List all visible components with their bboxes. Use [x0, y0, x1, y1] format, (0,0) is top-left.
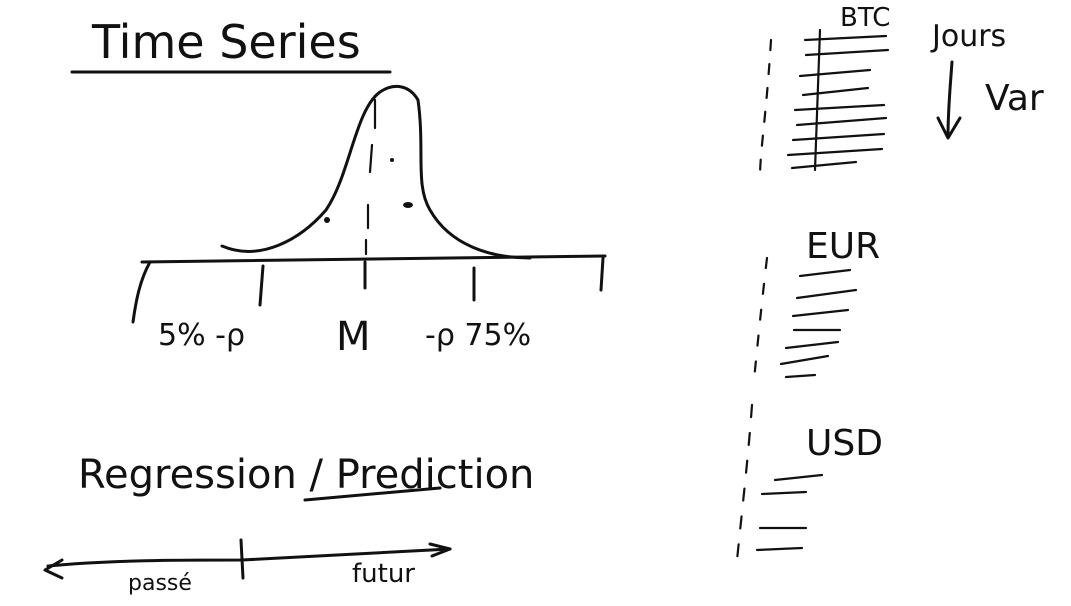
- timeline-future-label: futur: [352, 559, 415, 589]
- point-marker: [324, 217, 330, 223]
- usd-label: USD: [806, 423, 883, 464]
- eur-label: EUR: [806, 226, 880, 267]
- eur-axis-dashed: [752, 256, 769, 382]
- eur-lines: [779, 268, 858, 379]
- prediction-underline: [303, 486, 442, 502]
- var-arrowhead: [936, 116, 962, 140]
- var-down-arrow: [946, 60, 954, 138]
- distribution-axis: [140, 254, 607, 264]
- tick-left: [258, 264, 265, 307]
- usd-lines: [755, 473, 824, 552]
- label-left-tail: 5% -ρ: [158, 318, 245, 353]
- title-time-series: Time Series: [91, 15, 361, 69]
- mean-dashed-line: [364, 98, 377, 256]
- timeline-past-label: passé: [128, 571, 192, 596]
- timeline-divider: [239, 538, 245, 580]
- axis-left-end: [131, 260, 152, 324]
- tick-end: [599, 256, 605, 292]
- btc-axis-dashed: [758, 38, 773, 180]
- usd-axis-dashed: [734, 403, 754, 572]
- timeline-arrow-line: [46, 547, 452, 568]
- label-right-tail: -ρ 75%: [425, 318, 531, 353]
- btc-label: BTC: [840, 3, 890, 33]
- btc-lines: [786, 28, 890, 172]
- heading-regression-prediction: Regression / Prediction: [78, 452, 534, 498]
- var-label: Var: [985, 78, 1044, 119]
- days-label: Jours: [930, 19, 1006, 54]
- timeline-right-arrowhead: [428, 542, 452, 558]
- point-marker: [390, 158, 394, 162]
- bell-curve: [220, 84, 532, 260]
- timeline-left-arrowhead: [43, 558, 64, 580]
- point-marker: [403, 202, 413, 208]
- label-mean: M: [336, 314, 371, 360]
